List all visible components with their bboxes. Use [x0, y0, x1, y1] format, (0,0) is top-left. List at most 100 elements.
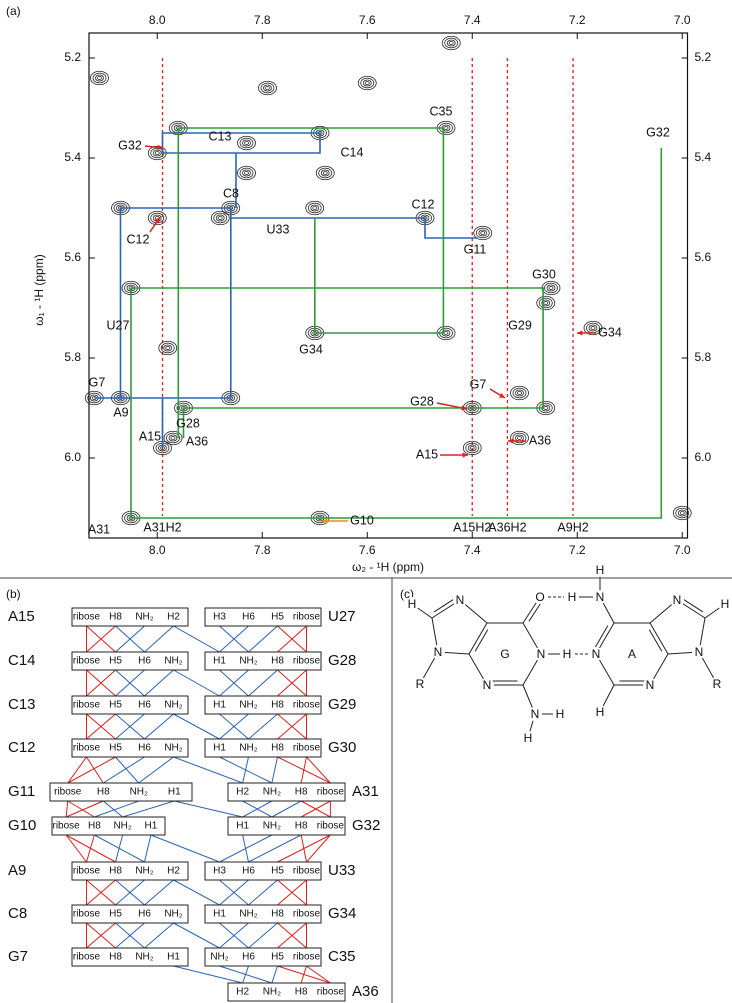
nOe-link	[306, 965, 331, 984]
nOe-link	[115, 756, 140, 784]
atom-label: N	[537, 647, 546, 661]
nOe-link	[277, 756, 331, 784]
y-tick-label: 5.4	[64, 150, 81, 164]
atom-mask	[710, 677, 724, 691]
proton-cell: H2	[236, 987, 249, 998]
proton-cell: ribose	[53, 821, 81, 832]
peak-label: G30	[532, 267, 556, 281]
nOe-link	[248, 669, 278, 697]
nOe-link	[174, 800, 243, 818]
residue-label: A9	[8, 862, 26, 879]
atom-label: H	[563, 647, 572, 661]
guide-label: A36H2	[488, 520, 526, 534]
nOe-link	[271, 756, 278, 784]
y-tick-label: 5.2	[695, 50, 712, 64]
atom-mask	[593, 705, 607, 719]
contour	[310, 204, 320, 212]
peak	[462, 440, 482, 456]
nOe-link	[86, 625, 116, 653]
peak-label: G28	[176, 416, 200, 430]
atom-mask	[533, 590, 547, 604]
contour	[480, 231, 486, 235]
nOe-link	[86, 756, 104, 784]
atom-mask	[413, 677, 427, 691]
contour	[215, 214, 225, 222]
proton-cell: NH₂	[130, 787, 148, 798]
nOe-link	[300, 800, 331, 818]
peak	[536, 295, 556, 311]
atom-label: N	[592, 647, 601, 661]
proton-cell: H6	[242, 612, 255, 623]
atom-label: H	[408, 597, 417, 611]
peak-label: G28	[410, 394, 434, 408]
atom-label: O	[535, 590, 544, 604]
atom-mask	[553, 707, 567, 721]
peak-label: G11	[464, 242, 487, 256]
proton-cell: ribose	[73, 743, 101, 754]
proton-cell: H6	[242, 866, 255, 877]
contour	[239, 137, 254, 149]
contour	[677, 509, 687, 517]
atom-mask	[589, 647, 603, 661]
proton-cell: H1	[213, 909, 226, 920]
peak-label: A15	[416, 447, 438, 461]
contour	[150, 212, 165, 224]
contour	[360, 77, 375, 89]
proton-cell: NH₂	[164, 700, 182, 711]
residue-label: G11	[8, 783, 35, 800]
x-tick-label: 7.0	[674, 543, 691, 557]
proton-cell: H1	[236, 821, 249, 832]
residue-box	[227, 782, 346, 802]
walk-line	[94, 132, 478, 448]
nOe-link	[144, 669, 174, 697]
peak	[536, 400, 556, 416]
nOe-link	[219, 756, 273, 784]
proton-cell: H1	[168, 787, 181, 798]
proton-cell: ribose	[293, 952, 321, 963]
residue-label: C12	[8, 739, 36, 756]
proton-cell: ribose	[293, 866, 321, 877]
x-tick-label: 7.8	[254, 543, 271, 557]
proton-cell: NH₂	[113, 821, 131, 832]
proton-cell: H1	[213, 743, 226, 754]
residue-box	[227, 982, 346, 1002]
contour	[244, 141, 249, 145]
contour	[362, 79, 372, 87]
nOe-link	[219, 669, 249, 697]
proton-cell: H8	[271, 656, 284, 667]
spectrum: 8.0 8.0 7.8 7.8 7.6 7.6 7.4 7.4 7.2 7.2 7.0 7.0 5.2 5…	[64, 13, 711, 557]
nOe-link	[122, 800, 175, 818]
contour	[166, 432, 180, 444]
nOe-link	[277, 922, 307, 949]
nOe-link	[65, 834, 87, 863]
contour	[462, 440, 482, 456]
residue-box	[71, 695, 189, 715]
contour	[672, 505, 692, 521]
x-tick-label: 7.6	[359, 13, 376, 27]
contour	[165, 346, 171, 350]
contour	[237, 135, 256, 151]
contour	[263, 84, 272, 92]
residue-label: G34	[328, 905, 356, 922]
atom-mask	[431, 645, 445, 659]
x-tick-label: 7.0	[674, 13, 691, 27]
contour	[510, 385, 529, 401]
peak	[90, 70, 109, 86]
double-bond	[474, 629, 489, 652]
panel-label: (b)	[6, 587, 21, 601]
y-tick-label: 5.2	[64, 50, 81, 64]
proton-cell: ribose	[54, 787, 82, 798]
proton-cell: H8	[271, 743, 284, 754]
nOe-link	[67, 756, 87, 784]
nOe-link	[248, 834, 302, 863]
contour	[305, 200, 325, 216]
contour	[95, 74, 104, 82]
contour	[588, 324, 598, 332]
nOe-link	[248, 713, 278, 740]
peak-label: G32	[646, 125, 670, 139]
proton-cell: H6	[138, 700, 151, 711]
proton-cell: H2	[236, 787, 249, 798]
contour	[318, 167, 333, 179]
nOe-link	[86, 669, 116, 697]
contour	[467, 444, 477, 452]
